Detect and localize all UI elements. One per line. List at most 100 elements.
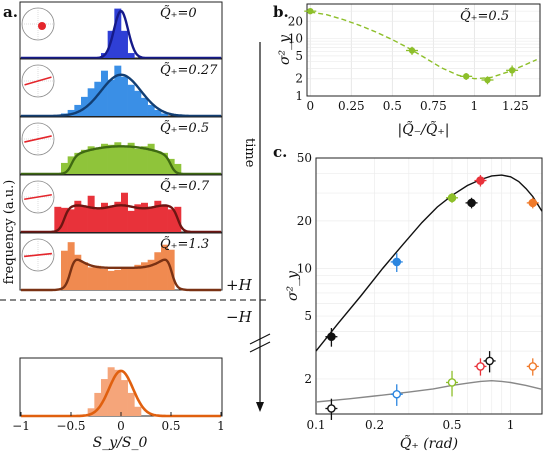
- histogram-bar: [167, 209, 175, 232]
- y-tick-label: 20: [288, 14, 303, 28]
- histogram-bar: [141, 146, 148, 174]
- plus-h-label: +H: [226, 276, 253, 294]
- histogram-bar: [94, 209, 102, 232]
- histogram-bar: [107, 270, 115, 290]
- x-tick-label: 0.75: [420, 99, 447, 113]
- histogram-bar: [141, 202, 148, 232]
- histogram-bar: [121, 30, 128, 58]
- minus-h-label: −H: [226, 308, 253, 326]
- distribution-curve: [21, 9, 221, 60]
- panel-a: Q̃₊=0 Q̃₊=0.27 Q̃₊=0.5 Q̃₊=0.7 Q̃₊=1.3: [19, 1, 223, 418]
- histogram-bar: [114, 65, 122, 116]
- distribution-curve: [21, 369, 221, 418]
- data-point: [462, 73, 470, 80]
- histogram-bar: [121, 380, 128, 416]
- histogram-bar: [127, 142, 135, 174]
- histogram-bar: [127, 84, 135, 116]
- histogram-bar: [81, 262, 88, 290]
- x-tick-label: 0: [117, 419, 125, 433]
- panel-label-a: a.: [3, 3, 18, 21]
- histogram-bar: [114, 142, 122, 174]
- time-label: time: [242, 138, 257, 168]
- histogram-bar: [134, 406, 142, 416]
- histogram-bar: [94, 265, 102, 290]
- histogram-bar: [101, 70, 108, 116]
- y-tick-label: 2: [304, 372, 312, 386]
- fit-curve: [310, 11, 537, 80]
- histogram-bar: [114, 269, 122, 290]
- panel-c-chart: 0.1 0.2 0.5 1 2 5 10 20 50 Q̃₊ (rad) σ²_y: [285, 151, 543, 452]
- data-point: [484, 76, 491, 84]
- y-tick-label: 1: [295, 89, 303, 103]
- q-plus-label: Q̃₊=0.7: [160, 178, 210, 194]
- x-tick-label: 1.25: [502, 99, 529, 113]
- filled-data-point: [327, 332, 336, 342]
- histogram-bar: [114, 8, 122, 59]
- histogram-bar: [114, 201, 122, 232]
- histogram-bar: [67, 209, 75, 232]
- panel-a-ylabel: frequency (a.u.): [2, 180, 17, 285]
- y-tick-label: 2: [295, 72, 303, 86]
- histogram-bar: [81, 149, 88, 174]
- open-data-point: [327, 404, 336, 413]
- histogram-bar: [101, 202, 108, 232]
- bloch-inset-spot: [24, 135, 52, 143]
- x-axis-label: |Q̃₋/Q̃₊|: [398, 120, 450, 138]
- histogram-bar: [121, 267, 128, 290]
- histogram-bar: [161, 152, 168, 174]
- histogram-bar: [154, 252, 162, 290]
- histogram-bar: [107, 144, 115, 174]
- y-tick-label: 5: [295, 49, 303, 63]
- y-axis-label: σ²_y: [277, 34, 293, 65]
- histogram-bar: [147, 104, 155, 116]
- histogram-bar: [107, 367, 115, 416]
- histogram-bar: [74, 254, 82, 290]
- plot-frame: [315, 157, 543, 415]
- histogram-bar: [87, 195, 95, 232]
- histogram-bar: [114, 369, 122, 416]
- panel-label-c: c.: [273, 143, 287, 161]
- filled-data-point: [528, 198, 538, 208]
- histogram-bar: [87, 408, 95, 416]
- data-point: [408, 47, 416, 54]
- data-point: [307, 7, 314, 15]
- distribution-curve: [21, 258, 221, 292]
- histogram-bar: [61, 162, 68, 174]
- histogram-bar: [134, 90, 142, 116]
- fit-curve-open: [315, 379, 543, 403]
- distribution-curve: [21, 145, 221, 176]
- histogram-bar: [127, 210, 135, 232]
- histogram-bar: [141, 97, 148, 116]
- filled-data-point: [467, 198, 476, 208]
- histogram-bar: [134, 204, 142, 232]
- data-point: [508, 67, 516, 74]
- histogram-bar: [161, 205, 168, 232]
- open-data-point: [476, 362, 485, 371]
- distribution-curve: [21, 73, 221, 118]
- histogram-bar: [94, 147, 102, 174]
- histogram-bar: [147, 206, 155, 232]
- y-tick-label: 10: [297, 261, 312, 275]
- x-tick-label: 0.1: [306, 418, 325, 432]
- x-tick-label: 0.25: [338, 99, 365, 113]
- histogram-bar: [81, 206, 88, 232]
- open-data-point: [528, 362, 538, 371]
- histogram-bar: [141, 262, 148, 290]
- histogram-bar: [134, 148, 142, 174]
- panel-label-b: b.: [273, 3, 289, 21]
- histogram-bar: [121, 192, 128, 232]
- bloch-inset-spot: [38, 22, 46, 30]
- filled-data-point: [392, 257, 402, 267]
- histogram-bar: [154, 200, 162, 232]
- y-tick-label: 10: [288, 32, 303, 46]
- y-tick-label: 20: [297, 214, 312, 228]
- histogram-bar: [147, 143, 155, 174]
- histogram-bar: [87, 146, 95, 174]
- time-break-2: [249, 341, 271, 353]
- bloch-inset-spot: [24, 76, 52, 86]
- histogram-bar: [127, 268, 135, 290]
- x-tick-label: 0.5: [442, 418, 461, 432]
- open-data-point: [485, 356, 494, 366]
- q-plus-label: Q̃₊=1.3: [160, 236, 209, 252]
